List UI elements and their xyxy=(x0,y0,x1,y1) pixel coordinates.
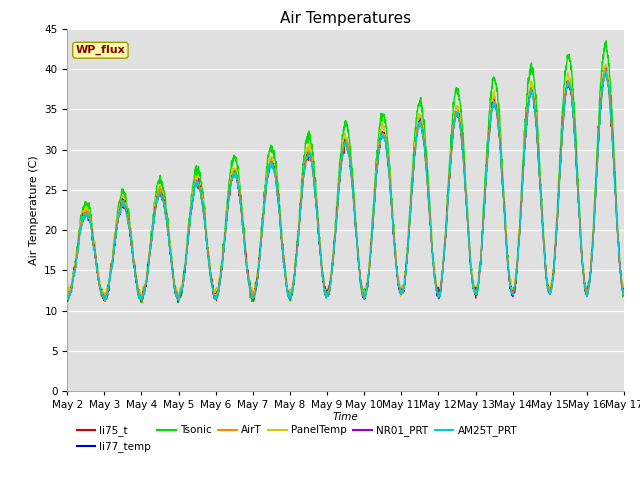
Text: WP_flux: WP_flux xyxy=(76,45,125,55)
Title: Air Temperatures: Air Temperatures xyxy=(280,11,411,26)
X-axis label: Time: Time xyxy=(333,412,358,421)
Legend: li75_t, li77_temp, Tsonic, AirT, PanelTemp, NR01_PRT, AM25T_PRT: li75_t, li77_temp, Tsonic, AirT, PanelTe… xyxy=(72,421,521,456)
Y-axis label: Air Temperature (C): Air Temperature (C) xyxy=(29,155,38,265)
